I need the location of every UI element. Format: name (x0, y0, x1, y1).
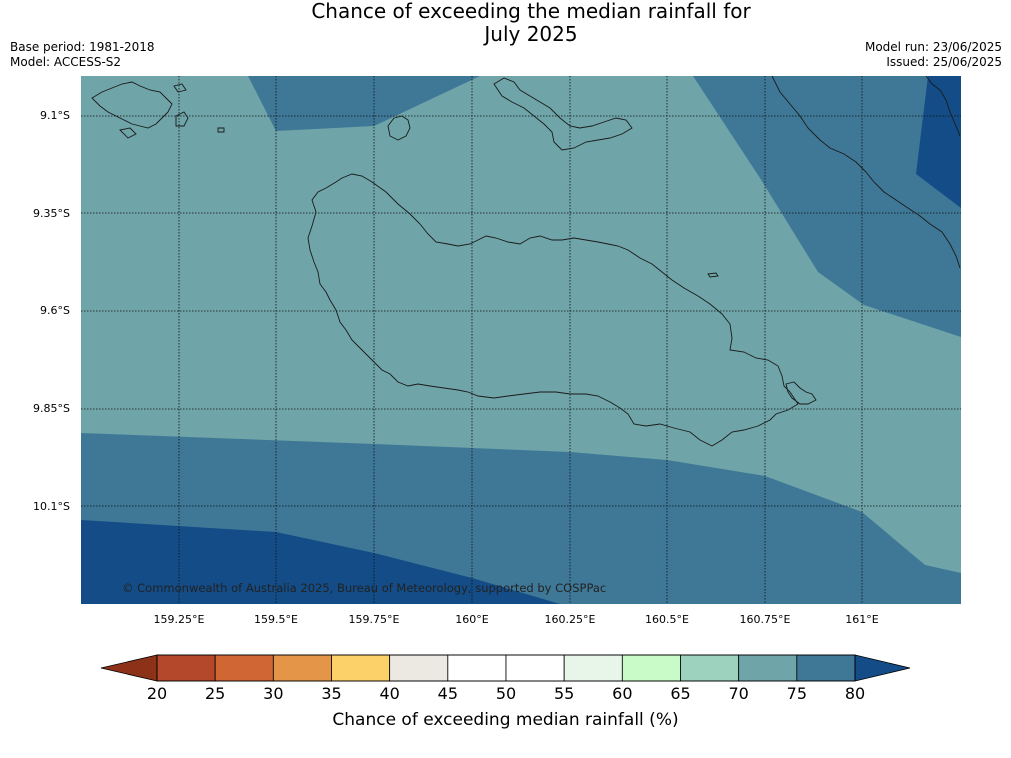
nw-islet-4 (217, 127, 225, 133)
colorbar-tick-80: 80 (844, 684, 866, 703)
colorbar-tick-75: 75 (786, 684, 808, 703)
colorbar-bin-7 (563, 654, 623, 682)
colorbar-tick-40: 40 (379, 684, 400, 703)
main-island-coast (307, 173, 799, 447)
nw-islet-2 (119, 127, 137, 139)
lon-label-2: 159.75°E (348, 613, 400, 626)
title-line-2: July 2025 (484, 22, 578, 46)
coastlines (91, 76, 961, 447)
lat-label-3: 9.85°S (33, 402, 70, 415)
base-period: Base period: 1981-2018 (10, 40, 155, 54)
colorbar-tick-20: 20 (146, 684, 168, 703)
lat-label-0: 9.1°S (40, 109, 70, 122)
meta-right: Model run: 23/06/2025 Issued: 25/06/2025 (865, 40, 1002, 70)
band-75-80-north (248, 76, 480, 131)
title-line-1: Chance of exceeding the median rainfall … (311, 0, 751, 23)
copyright-notice: © Commonwealth of Australia 2025, Bureau… (122, 581, 606, 595)
lat-label-1: 9.35°S (33, 207, 70, 220)
colorbar-bin-0 (156, 654, 216, 682)
colorbar-bin-6 (505, 654, 565, 682)
colorbar-tick-65: 65 (670, 684, 691, 703)
colorbar-tick-55: 55 (553, 684, 575, 703)
band-80-south (81, 520, 560, 604)
islet-small (707, 272, 719, 278)
florida-islands (493, 77, 633, 151)
lon-label-5: 160.5°E (645, 613, 689, 626)
colorbar-under-arrow (100, 654, 158, 682)
malaita-north (925, 76, 961, 137)
colorbar-tick-50: 50 (495, 684, 517, 703)
colorbar-bin-9 (680, 654, 740, 682)
colorbar-bin-8 (621, 654, 681, 682)
lon-label-4: 160.25°E (544, 613, 596, 626)
colorbar-bin-10 (738, 654, 798, 682)
meta-left: Base period: 1981-2018 Model: ACCESS-S2 (10, 40, 155, 70)
graticule (81, 76, 961, 604)
colorbar-tick-35: 35 (321, 684, 342, 703)
colorbar-bin-2 (272, 654, 332, 682)
chart-title: Chance of exceeding the median rainfall … (0, 0, 1011, 46)
colorbar-bin-4 (389, 654, 449, 682)
lat-label-4: 10.1°S (33, 500, 70, 513)
colorbar-tick-25: 25 (204, 684, 226, 703)
islet-north (387, 115, 411, 141)
lon-label-1: 159.5°E (254, 613, 298, 626)
issued-date: Issued: 25/06/2025 (886, 55, 1002, 69)
colorbar-bin-1 (214, 654, 274, 682)
colorbar (100, 654, 911, 682)
band-75-80-east (693, 76, 961, 337)
model-run: Model run: 23/06/2025 (864, 40, 1002, 54)
colorbar-bin-5 (447, 654, 507, 682)
colorbar-title: Chance of exceeding median rainfall (%) (332, 710, 679, 730)
model-name: Model: ACCESS-S2 (10, 55, 122, 69)
lon-label-7: 161°E (845, 613, 879, 626)
colorbar-tick-70: 70 (728, 684, 749, 703)
lon-label-6: 160.75°E (739, 613, 791, 626)
islet-east (785, 381, 817, 405)
colorbar-tick-60: 60 (612, 684, 633, 703)
lat-label-2: 9.6°S (40, 304, 70, 317)
nw-islet-3 (173, 83, 187, 93)
colorbar-tick-30: 30 (263, 684, 284, 703)
colorbar-frame (156, 654, 856, 682)
colorbar-tick-45: 45 (437, 684, 459, 703)
map-panel: © Commonwealth of Australia 2025, Bureau… (81, 76, 961, 604)
lon-label-0: 159.25°E (153, 613, 205, 626)
nw-islet-1 (175, 111, 189, 127)
nw-islands (91, 81, 173, 129)
band-80-east (916, 76, 961, 208)
lon-label-3: 160°E (455, 613, 489, 626)
malaita-coast (771, 76, 961, 269)
colorbar-bin-11 (796, 654, 856, 682)
colorbar-bin-3 (331, 654, 391, 682)
colorbar-over-arrow (854, 654, 911, 682)
